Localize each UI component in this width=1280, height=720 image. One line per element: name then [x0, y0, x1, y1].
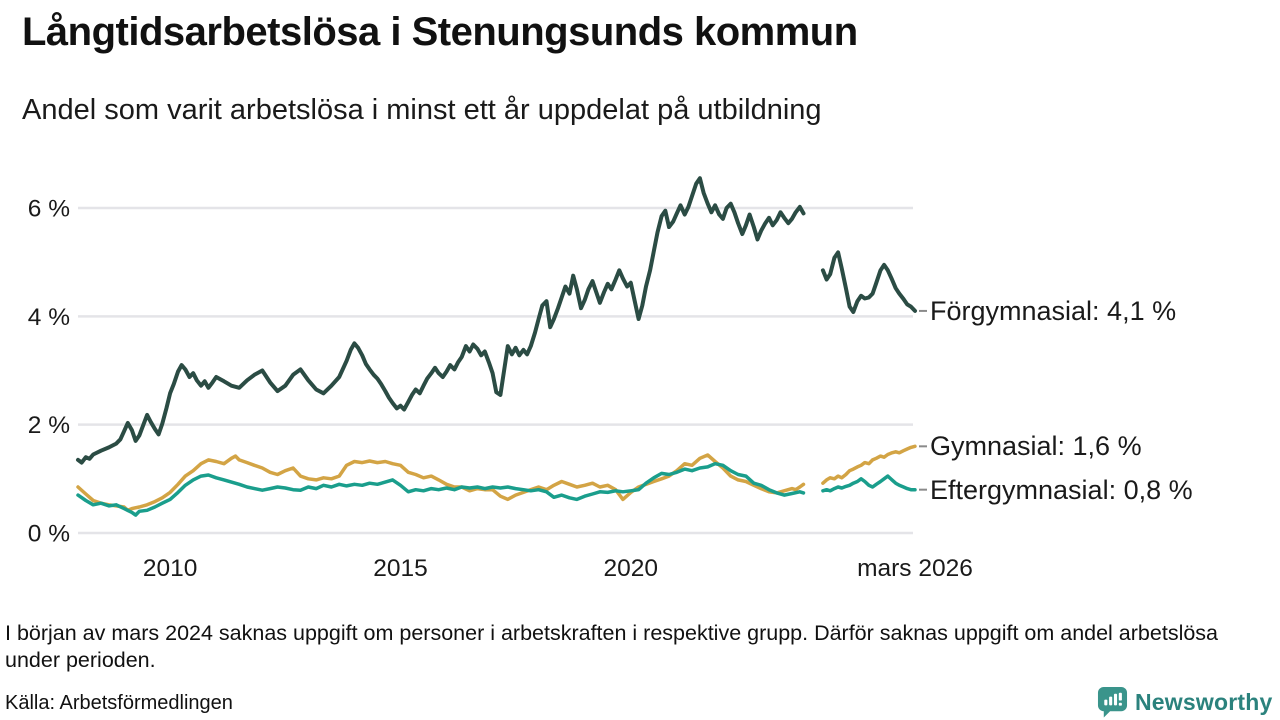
series-line-eftergymnasial: [76, 461, 806, 517]
series-line-gymnasial: [821, 444, 917, 485]
y-tick-label: 0 %: [28, 521, 70, 548]
newsworthy-wordmark: Newsworthy: [1135, 688, 1273, 715]
series-line-eftergymnasial: [821, 474, 917, 493]
source-label: Källa: Arbetsförmedlingen: [5, 692, 233, 714]
series-line-förgymnasial: [820, 250, 917, 314]
footnote: I början av mars 2024 saknas uppgift om …: [5, 621, 1219, 672]
y-tick-label: 2 %: [28, 412, 70, 439]
page-subtitle: Andel som varit arbetslösa i minst ett å…: [22, 94, 822, 126]
x-tick-label: mars 2026: [857, 555, 973, 582]
series-line-gymnasial: [76, 453, 806, 513]
series-label-gymnasial: Gymnasial: 1,6 %: [930, 431, 1142, 462]
x-tick-label: 2020: [604, 555, 659, 582]
y-tick-label: 6 %: [28, 196, 70, 223]
y-tick-label: 4 %: [28, 304, 70, 331]
series-line-förgymnasial: [76, 176, 806, 465]
newsworthy-icon: [1097, 686, 1128, 718]
series-label-eftergymnasial: Eftergymnasial: 0,8 %: [930, 474, 1193, 505]
page-title: Långtidsarbetslösa i Stenungsunds kommun: [22, 10, 858, 54]
x-tick-label: 2010: [143, 555, 198, 582]
series-label-forgymnasial: Förgymnasial: 4,1 %: [930, 295, 1177, 326]
newsworthy-logo[interactable]: Newsworthy: [1097, 686, 1272, 718]
x-tick-label: 2015: [373, 555, 428, 582]
